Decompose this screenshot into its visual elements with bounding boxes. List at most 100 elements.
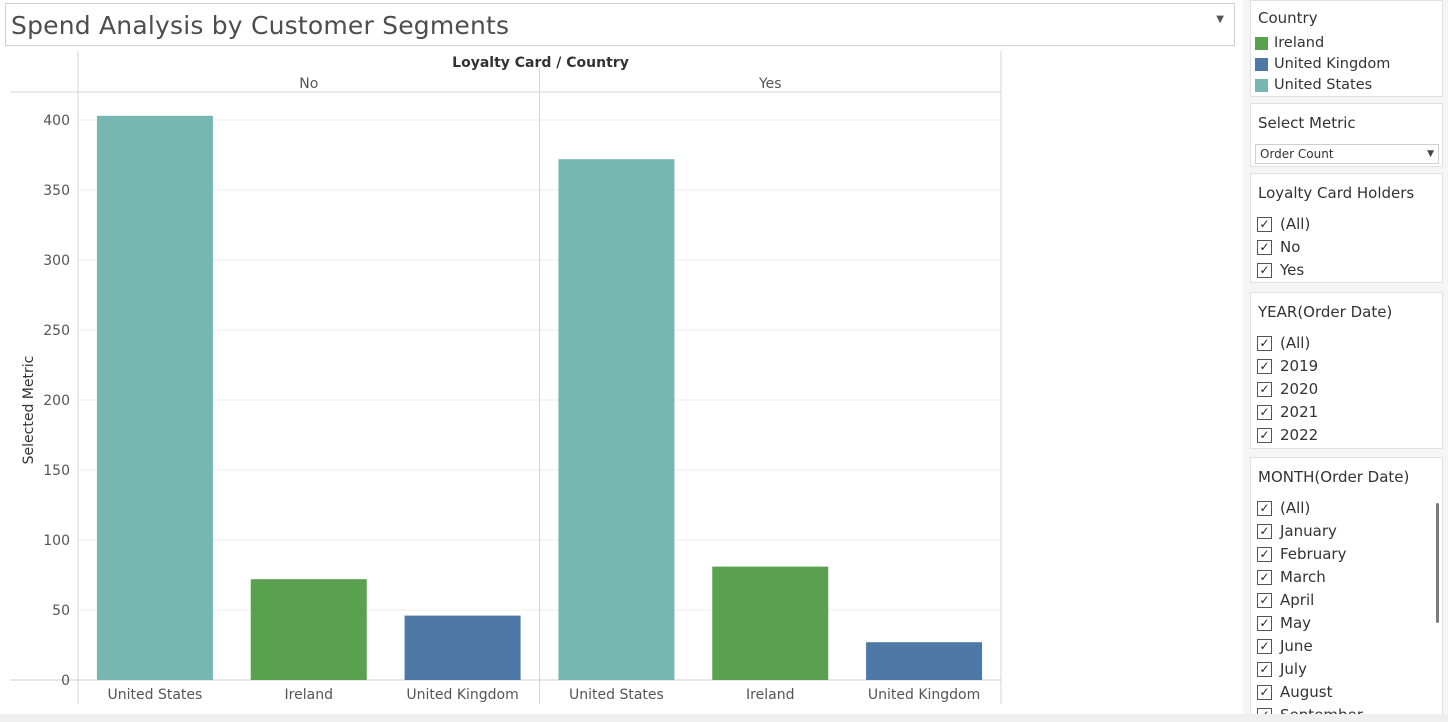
select-metric-title: Select Metric xyxy=(1258,114,1356,132)
filter-checkbox-item[interactable]: ✓ Yes xyxy=(1257,260,1304,280)
month-filter-title: MONTH(Order Date) xyxy=(1258,468,1410,486)
filter-checkbox-item[interactable]: ✓ January xyxy=(1257,521,1337,541)
checkbox-checked-icon[interactable]: ✓ xyxy=(1257,404,1272,420)
loyalty-filter-title: Loyalty Card Holders xyxy=(1258,184,1415,202)
filter-option-label: 2021 xyxy=(1280,403,1319,421)
bar xyxy=(866,642,983,680)
filter-option-label: June xyxy=(1280,637,1313,655)
filter-option-label: January xyxy=(1280,522,1337,540)
y-tick-label: 50 xyxy=(52,603,70,619)
checkbox-checked-icon[interactable]: ✓ xyxy=(1257,335,1272,351)
dashboard-title-box: Spend Analysis by Customer Segments ▼ xyxy=(5,3,1235,46)
legend-item[interactable]: United States xyxy=(1255,75,1372,95)
filter-checkbox-item[interactable]: ✓ No xyxy=(1257,237,1300,257)
legend-label: United Kingdom xyxy=(1274,56,1391,72)
filter-option-label: May xyxy=(1280,614,1312,632)
filter-checkbox-item[interactable]: ✓ (All) xyxy=(1257,333,1310,353)
filter-checkbox-item[interactable]: ✓ May xyxy=(1257,613,1311,633)
filter-checkbox-item[interactable]: ✓ March xyxy=(1257,567,1326,587)
checkbox-checked-icon[interactable]: ✓ xyxy=(1257,684,1272,700)
x-category-label: United Kingdom xyxy=(406,687,518,703)
y-axis-title: Selected Metric xyxy=(21,356,37,465)
legend-label: United States xyxy=(1274,77,1373,93)
filter-option-label: 2019 xyxy=(1280,357,1319,375)
filter-option-label: (All) xyxy=(1280,215,1311,233)
filter-option-label: No xyxy=(1280,238,1301,256)
y-tick-label: 0 xyxy=(61,673,70,689)
country-legend: Country Ireland United Kingdom United Stat… xyxy=(1250,0,1443,97)
bar xyxy=(404,615,521,680)
filter-checkbox-item[interactable]: ✓ 2020 xyxy=(1257,379,1318,399)
filter-option-label: August xyxy=(1280,683,1333,701)
column-header-title: Loyalty Card / Country xyxy=(452,55,629,71)
y-tick-label: 400 xyxy=(43,113,70,129)
legend-item[interactable]: United Kingdom xyxy=(1255,54,1390,74)
pane-header-label: No xyxy=(299,76,318,92)
checkbox-checked-icon[interactable]: ✓ xyxy=(1257,500,1272,516)
year-filter-card: YEAR(Order Date) ✓ (All) ✓ 2019 ✓ 2020 ✓ 2021 ✓ 2… xyxy=(1250,292,1443,449)
checkbox-checked-icon[interactable]: ✓ xyxy=(1257,216,1272,232)
metric-dropdown[interactable]: Order Count ▼ xyxy=(1255,144,1439,164)
x-category-label: Ireland xyxy=(746,687,794,703)
x-category-label: United States xyxy=(569,687,664,703)
select-metric-card: Select Metric Order Count ▼ xyxy=(1250,103,1443,167)
checkbox-checked-icon[interactable]: ✓ xyxy=(1257,569,1272,585)
bottom-strip xyxy=(0,714,1448,722)
filter-option-label: 2022 xyxy=(1280,426,1319,444)
y-tick-label: 100 xyxy=(43,533,70,549)
loyalty-filter-card: Loyalty Card Holders ✓ (All) ✓ No ✓ Yes xyxy=(1250,173,1443,283)
filter-checkbox-item[interactable]: ✓ August xyxy=(1257,682,1333,702)
checkbox-checked-icon[interactable]: ✓ xyxy=(1257,523,1272,539)
checkbox-checked-icon[interactable]: ✓ xyxy=(1257,615,1272,631)
x-category-label: Ireland xyxy=(285,687,333,703)
metric-dropdown-value: Order Count xyxy=(1260,147,1334,161)
y-tick-label: 250 xyxy=(43,323,70,339)
checkbox-checked-icon[interactable]: ✓ xyxy=(1257,546,1272,562)
filter-option-label: April xyxy=(1280,591,1315,609)
checkbox-checked-icon[interactable]: ✓ xyxy=(1257,239,1272,255)
bar xyxy=(96,115,213,681)
checkbox-checked-icon[interactable]: ✓ xyxy=(1257,661,1272,677)
dashboard-title: Spend Analysis by Customer Segments xyxy=(11,11,510,40)
checkbox-checked-icon[interactable]: ✓ xyxy=(1257,358,1272,374)
filter-option-label: March xyxy=(1280,568,1326,586)
legend-swatch xyxy=(1255,36,1268,50)
checkbox-checked-icon[interactable]: ✓ xyxy=(1257,381,1272,397)
checkbox-checked-icon[interactable]: ✓ xyxy=(1257,592,1272,608)
filter-checkbox-item[interactable]: ✓ 2021 xyxy=(1257,402,1318,422)
filter-checkbox-item[interactable]: ✓ (All) xyxy=(1257,498,1310,518)
bar xyxy=(712,566,829,680)
filter-option-label: 2020 xyxy=(1280,380,1319,398)
bar xyxy=(250,579,367,680)
legend-item[interactable]: Ireland xyxy=(1255,33,1324,53)
month-filter-scrollbar[interactable] xyxy=(1436,503,1439,623)
checkbox-checked-icon[interactable]: ✓ xyxy=(1257,638,1272,654)
x-category-label: United States xyxy=(108,687,203,703)
filter-checkbox-item[interactable]: ✓ (All) xyxy=(1257,214,1310,234)
y-tick-label: 200 xyxy=(43,393,70,409)
checkbox-checked-icon[interactable]: ✓ xyxy=(1257,427,1272,443)
filter-checkbox-item[interactable]: ✓ July xyxy=(1257,659,1307,679)
filter-panel: Country Ireland United Kingdom United Stat… xyxy=(1243,0,1448,722)
x-category-label: United Kingdom xyxy=(868,687,980,703)
filter-option-label: Yes xyxy=(1280,261,1305,279)
title-menu-caret-icon[interactable]: ▼ xyxy=(1216,14,1224,25)
legend-swatch xyxy=(1255,57,1268,71)
filter-checkbox-item[interactable]: ✓ 2019 xyxy=(1257,356,1318,376)
filter-checkbox-item[interactable]: ✓ 2022 xyxy=(1257,425,1318,445)
chevron-down-icon[interactable]: ▼ xyxy=(1427,149,1434,159)
legend-label: Ireland xyxy=(1274,35,1325,51)
bar xyxy=(558,159,675,680)
legend-title: Country xyxy=(1258,9,1318,27)
bar-chart: Loyalty Card / Country 0 50 100 150 200 250 300… xyxy=(10,51,1002,704)
filter-option-label: (All) xyxy=(1280,499,1311,517)
y-tick-label: 350 xyxy=(43,183,70,199)
filter-option-label: July xyxy=(1280,660,1307,678)
checkbox-checked-icon[interactable]: ✓ xyxy=(1257,262,1272,278)
filter-checkbox-item[interactable]: ✓ February xyxy=(1257,544,1346,564)
month-filter-card: MONTH(Order Date) ✓ (All) ✓ January ✓ Februar… xyxy=(1250,457,1443,722)
legend-swatch xyxy=(1255,78,1268,92)
y-tick-label: 150 xyxy=(43,463,70,479)
filter-checkbox-item[interactable]: ✓ June xyxy=(1257,636,1313,656)
filter-checkbox-item[interactable]: ✓ April xyxy=(1257,590,1314,610)
